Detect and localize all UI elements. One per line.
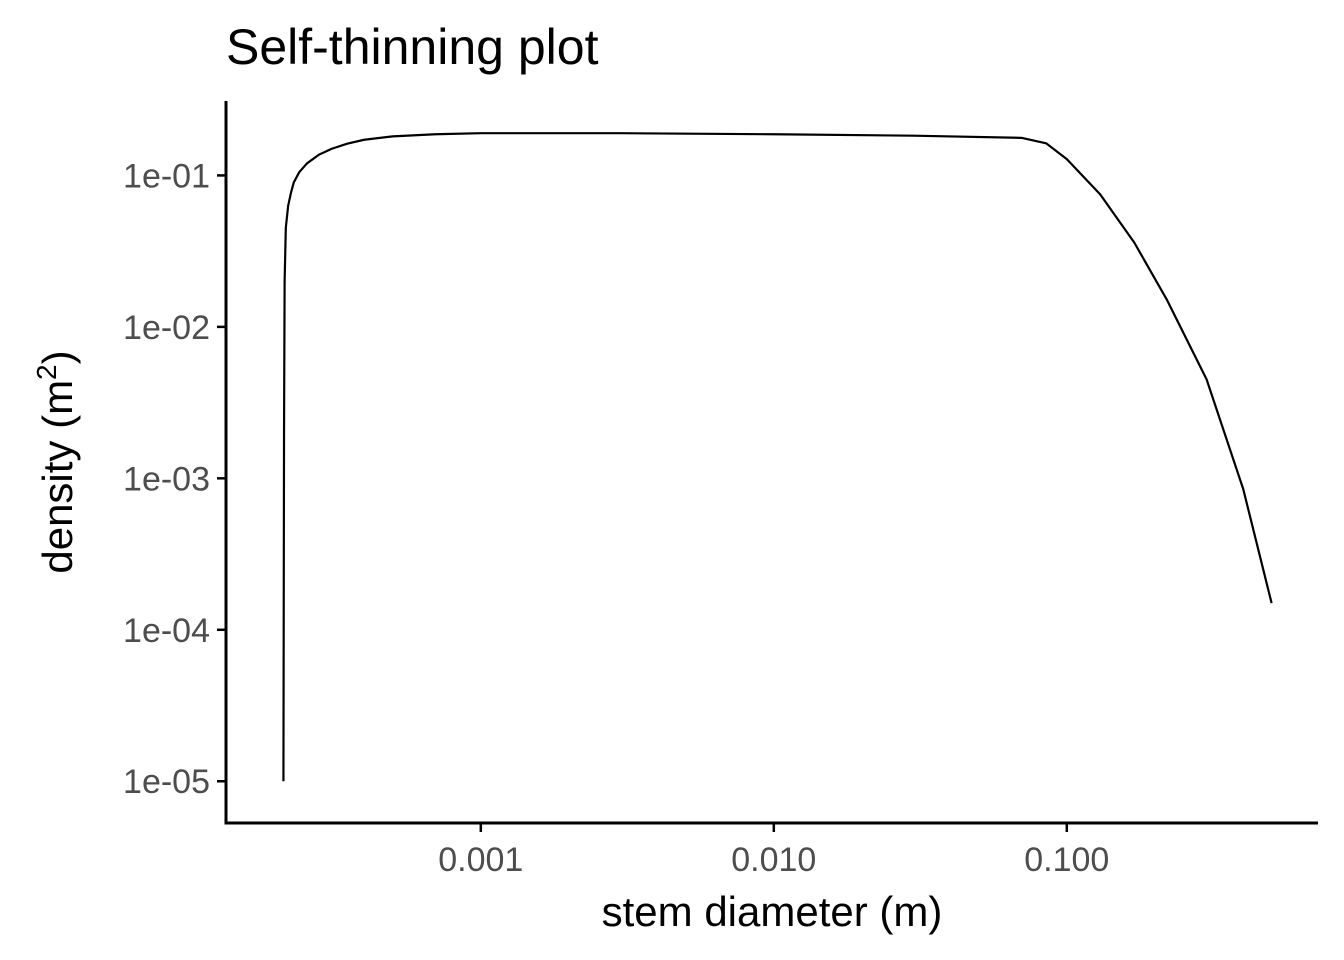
- x-tick-label: 0.001: [438, 841, 523, 879]
- density-curve: [282, 132, 1273, 782]
- y-axis-ticks: 1e-05 1e-04 1e-03 1e-02 1e-01: [123, 157, 226, 801]
- y-axis-title-superscript: 2: [31, 364, 62, 380]
- y-axis-title: density (m2): [31, 350, 81, 573]
- y-axis-title-main: density (m: [34, 380, 81, 574]
- x-axis-ticks: 0.001 0.010 0.100: [438, 823, 1109, 879]
- y-axis-title-close: ): [34, 350, 81, 364]
- x-tick-label: 0.100: [1024, 841, 1109, 879]
- chart-title: Self-thinning plot: [226, 19, 599, 75]
- y-tick-label: 1e-05: [123, 763, 210, 801]
- x-tick-label: 0.010: [731, 841, 816, 879]
- y-tick-label: 1e-04: [123, 612, 210, 650]
- y-tick-label: 1e-02: [123, 309, 210, 347]
- y-tick-label: 1e-03: [123, 460, 210, 498]
- x-axis-title: stem diameter (m): [602, 888, 943, 935]
- y-tick-label: 1e-01: [123, 157, 210, 195]
